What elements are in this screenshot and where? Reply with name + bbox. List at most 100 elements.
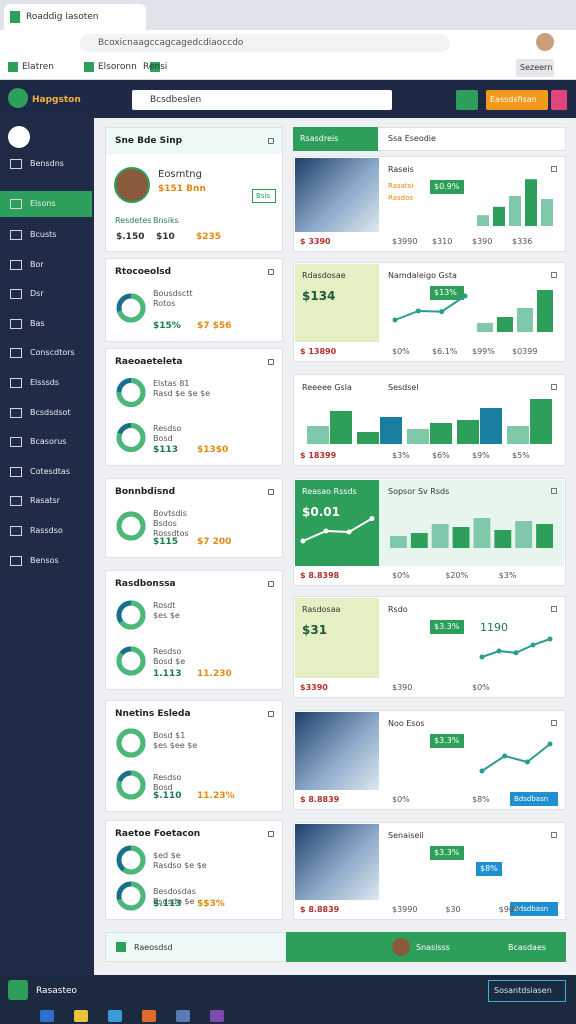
badge-text: $3.3% xyxy=(434,736,460,745)
side-value: 1190 xyxy=(480,621,508,634)
sidebar-item[interactable]: Bensdns xyxy=(30,159,64,168)
task-app[interactable] xyxy=(176,1010,190,1022)
task-app[interactable] xyxy=(74,1010,88,1022)
card-title: Namdaleigo Gsta xyxy=(388,271,457,280)
footer-value: $ 8.8398 xyxy=(300,571,340,580)
bookmark-button-text[interactable]: Sezeern xyxy=(520,63,553,72)
bottom-middle: Snasisss xyxy=(416,943,450,952)
right-tab[interactable] xyxy=(293,127,378,151)
sidebar-item[interactable]: Rasatsr xyxy=(30,496,60,506)
footer-value: $0% xyxy=(392,571,410,580)
footer-value: $3% xyxy=(498,571,517,580)
search-box[interactable] xyxy=(132,90,392,110)
footer-value: $3990 xyxy=(392,237,418,246)
task-button-text[interactable]: Sosantdsiasen xyxy=(494,986,552,995)
sidebar-item[interactable]: Rassdso xyxy=(30,526,63,535)
row-value: $.113 xyxy=(153,899,182,909)
row-value: 1.113 xyxy=(153,669,182,679)
footer-value: $310 xyxy=(432,237,453,246)
tab[interactable] xyxy=(4,4,146,30)
task-app[interactable] xyxy=(108,1010,122,1022)
footer-value: $30 xyxy=(445,905,461,914)
primary-button[interactable] xyxy=(486,90,548,110)
footer-value: $0% xyxy=(392,795,410,804)
badge xyxy=(476,862,502,876)
bookmark-button[interactable] xyxy=(516,59,554,77)
close-icon[interactable] xyxy=(551,720,557,726)
sidebar-item[interactable]: Bensos xyxy=(30,555,59,565)
task-app[interactable] xyxy=(40,1010,54,1022)
row-label: $es $e xyxy=(153,611,180,620)
close-icon[interactable] xyxy=(268,359,274,365)
panel-title: Reasao Rssds xyxy=(302,487,357,496)
close-icon[interactable] xyxy=(551,606,557,612)
close-icon[interactable] xyxy=(551,488,557,494)
sidebar-icon xyxy=(10,526,22,536)
footer-value: $336 xyxy=(512,237,533,246)
close-icon[interactable] xyxy=(551,832,557,838)
button-text[interactable]: Bdsdbasn xyxy=(514,795,549,803)
tab-title[interactable]: Roaddig Iasoten xyxy=(26,12,99,22)
close-icon[interactable] xyxy=(268,581,274,587)
bottom-green xyxy=(286,932,566,962)
panel-title: Rdasdosae xyxy=(302,271,346,280)
footer-value: $3% xyxy=(392,451,410,460)
task-app[interactable] xyxy=(210,1010,224,1022)
right-tab-text[interactable]: Rsasdreis xyxy=(300,134,339,143)
sidebar-item[interactable]: Bas xyxy=(30,318,45,328)
pink-button[interactable] xyxy=(551,90,567,110)
sidebar-item[interactable]: Bcusts xyxy=(30,230,57,239)
row-label: Bosd xyxy=(153,434,173,443)
primary-button-text[interactable]: Eassdsfisan xyxy=(490,95,537,104)
sidebar-icon xyxy=(10,159,22,169)
close-icon[interactable] xyxy=(268,831,274,837)
bookmark-bar xyxy=(0,56,576,80)
close-icon[interactable] xyxy=(268,489,274,495)
card-title: Sne Bde Sinp xyxy=(115,136,183,146)
footer-value: $ 8.8839 xyxy=(300,905,340,914)
card-title: Bonnbdisnd xyxy=(115,487,176,497)
sidebar-item[interactable]: Bcsdsdsot xyxy=(30,407,71,417)
sidebar-item[interactable]: Dsr xyxy=(30,289,44,299)
close-icon[interactable] xyxy=(268,269,274,275)
sidebar-item[interactable]: Cotesdtas xyxy=(30,466,70,476)
profile-sub: $151 Bnn xyxy=(158,184,206,194)
close-icon[interactable] xyxy=(551,272,557,278)
card-line: Rasatsi xyxy=(388,182,414,190)
sidebar-icon xyxy=(10,378,22,388)
tab-icon xyxy=(10,11,20,23)
task-button[interactable] xyxy=(488,980,566,1002)
button[interactable] xyxy=(510,902,558,916)
sidebar-item[interactable]: Elsssds xyxy=(30,378,60,387)
row-label: $es $ee $e xyxy=(153,741,198,750)
avatar xyxy=(536,33,554,51)
button-text[interactable]: Bdsdbasn xyxy=(514,905,549,913)
row-label: Rosdt xyxy=(153,601,176,610)
bookmark[interactable]: Elsoronn xyxy=(98,62,137,72)
button[interactable] xyxy=(510,792,558,806)
close-icon[interactable] xyxy=(268,711,274,717)
row-label: Rotos xyxy=(153,299,176,308)
panel-title: Reeeee Gsla xyxy=(302,383,352,392)
footer-value: $99% xyxy=(472,347,495,356)
close-icon[interactable] xyxy=(268,138,274,144)
icon-button[interactable] xyxy=(456,90,478,110)
bookmark[interactable]: Rensi xyxy=(143,62,168,72)
row-value: $115 xyxy=(153,537,179,547)
footer-value: $0% xyxy=(472,683,490,692)
card-title: Raetoe Foetacon xyxy=(115,829,201,839)
card-panel xyxy=(295,158,379,232)
panel-value: $134 xyxy=(302,289,336,303)
sidebar-item[interactable]: Elsons xyxy=(30,199,56,208)
close-icon[interactable] xyxy=(551,166,557,172)
sidebar-icon xyxy=(10,407,22,418)
url-text[interactable]: Bcoxicnaagccagcagedcdiaoccdo xyxy=(98,38,244,48)
close-icon[interactable] xyxy=(551,384,557,390)
sidebar-item[interactable]: Conscdtors xyxy=(30,348,75,358)
sidebar-item[interactable]: Bcasorus xyxy=(30,437,67,447)
bookmark[interactable]: Elatren xyxy=(22,62,54,72)
task-app[interactable] xyxy=(142,1010,156,1022)
sidebar-item[interactable]: Bor xyxy=(30,259,44,269)
search-text[interactable]: Bcsdbeslen xyxy=(150,95,202,105)
url-box[interactable] xyxy=(80,34,450,52)
